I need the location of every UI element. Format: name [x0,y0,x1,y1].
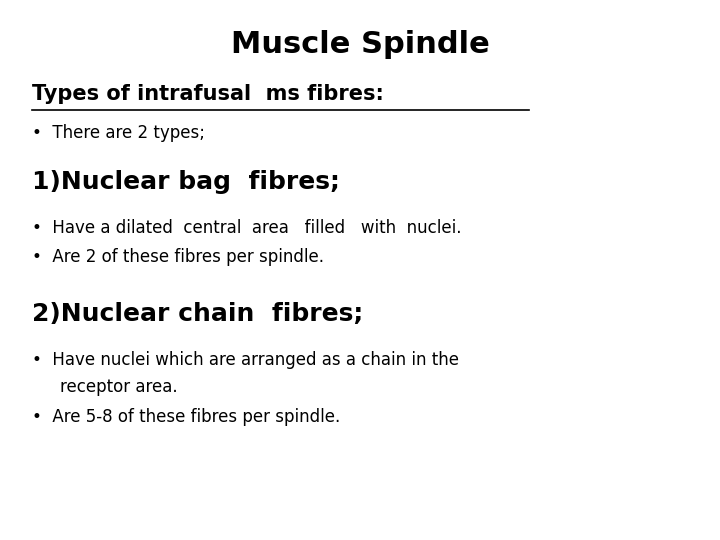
Text: receptor area.: receptor area. [60,378,177,396]
Text: 1)Nuclear bag  fibres;: 1)Nuclear bag fibres; [32,170,341,194]
Text: •  There are 2 types;: • There are 2 types; [32,124,205,142]
Text: •  Have a dilated  central  area   filled   with  nuclei.: • Have a dilated central area filled wit… [32,219,462,237]
Text: •  Have nuclei which are arranged as a chain in the: • Have nuclei which are arranged as a ch… [32,351,459,369]
Text: Types of intrafusal  ms fibres:: Types of intrafusal ms fibres: [32,84,384,104]
Text: •  Are 5-8 of these fibres per spindle.: • Are 5-8 of these fibres per spindle. [32,408,341,426]
Text: •  Are 2 of these fibres per spindle.: • Are 2 of these fibres per spindle. [32,248,325,266]
Text: Muscle Spindle: Muscle Spindle [230,30,490,59]
Text: 2)Nuclear chain  fibres;: 2)Nuclear chain fibres; [32,302,364,326]
